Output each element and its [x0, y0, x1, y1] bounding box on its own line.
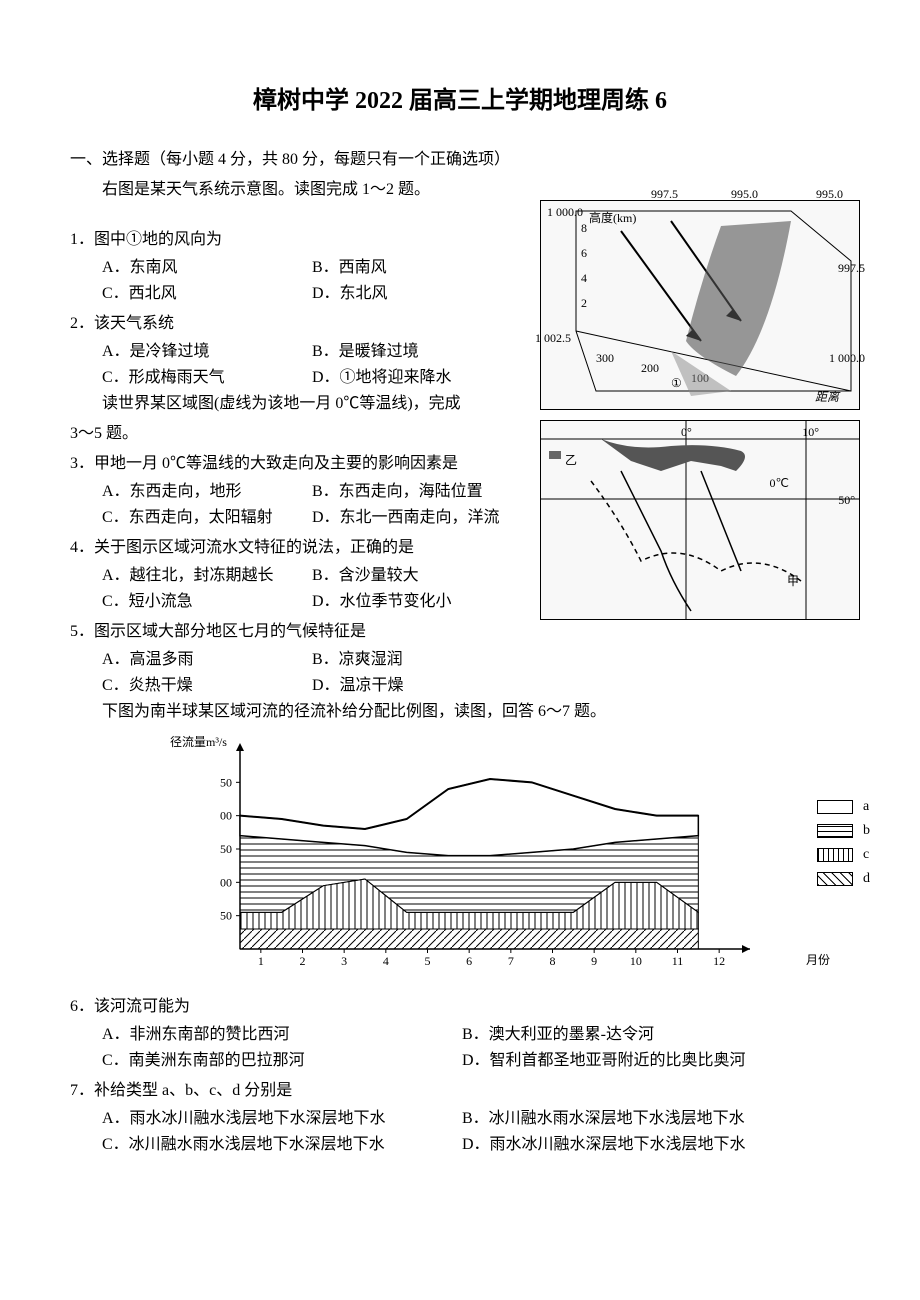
legend-swatch-a: [817, 800, 853, 814]
q1-opt-a: A．东南风: [102, 253, 312, 277]
svg-text:150: 150: [220, 842, 232, 856]
q3-stem: 3．甲地一月 0℃等温线的大致走向及主要的影响因素是: [70, 449, 590, 473]
q2-opt-a: A．是冷锋过境: [102, 337, 312, 361]
svg-text:6: 6: [466, 954, 472, 968]
q4-opt-a: A．越往北，封冻期越长: [102, 561, 312, 585]
pressure-label: 995.0: [731, 187, 758, 202]
q7-options-row2: C．冰川融水雨水浅层地下水深层地下水 D．雨水冰川融水深层地下水浅层地下水: [102, 1130, 850, 1154]
q5-options-row2: C．炎热干燥 D．温凉干燥: [102, 671, 590, 695]
q3-opt-a: A．东西走向，地形: [102, 477, 312, 501]
q2-opt-d: D．①地将迎来降水: [312, 363, 522, 387]
svg-text:12: 12: [713, 954, 725, 968]
svg-text:100: 100: [220, 875, 232, 889]
q5-opt-b: B．凉爽湿润: [312, 645, 522, 669]
legend-swatch-d: [817, 872, 853, 886]
svg-text:1: 1: [258, 954, 264, 968]
q5-opt-d: D．温凉干燥: [312, 671, 522, 695]
svg-text:4: 4: [383, 954, 389, 968]
map-svg: [541, 421, 859, 619]
region-map-figure: 0° 10° 50° 0℃ 甲 乙: [540, 420, 860, 620]
legend-item-d: d: [817, 871, 870, 887]
q6-opt-c: C．南美洲东南部的巴拉那河: [102, 1046, 462, 1070]
x-axis-label: 月份: [806, 951, 830, 968]
q5-stem: 5．图示区域大部分地区七月的气候特征是: [70, 617, 590, 641]
weather-diagram-svg: [541, 201, 859, 409]
q7-options-row1: A．雨水冰川融水浅层地下水深层地下水 B．冰川融水雨水深层地下水浅层地下水: [102, 1104, 850, 1128]
svg-text:250: 250: [220, 775, 232, 789]
svg-text:200: 200: [220, 809, 232, 823]
q7-opt-b: B．冰川融水雨水深层地下水浅层地下水: [462, 1104, 822, 1128]
q4-options-row1: A．越往北，封冻期越长 B．含沙量较大: [102, 561, 590, 585]
q6-stem: 6．该河流可能为: [70, 992, 850, 1016]
svg-text:5: 5: [425, 954, 431, 968]
legend-item-a: a: [817, 799, 870, 815]
q5-opt-a: A．高温多雨: [102, 645, 312, 669]
svg-text:3: 3: [341, 954, 347, 968]
runoff-chart: 径流量m³/s 月份 50100150200250123456789101112…: [170, 739, 790, 974]
q7-opt-c: C．冰川融水雨水浅层地下水深层地下水: [102, 1130, 462, 1154]
legend-item-c: c: [817, 847, 870, 863]
q3-opt-b: B．东西走向，海陆位置: [312, 477, 522, 501]
svg-text:50: 50: [220, 909, 232, 923]
q6-opt-b: B．澳大利亚的墨累-达令河: [462, 1020, 822, 1044]
q4-opt-b: B．含沙量较大: [312, 561, 522, 585]
q3-opt-c: C．东西走向，太阳辐射: [102, 503, 312, 527]
legend-label-d: d: [863, 871, 870, 887]
q7-opt-a: A．雨水冰川融水浅层地下水深层地下水: [102, 1104, 462, 1128]
section-header: 一、选择题（每小题 4 分，共 80 分，每题只有一个正确选项）: [70, 145, 850, 169]
q3-options-row1: A．东西走向，地形 B．东西走向，海陆位置: [102, 477, 590, 501]
q2-options-row2: C．形成梅雨天气 D．①地将迎来降水: [102, 363, 550, 387]
legend-label-b: b: [863, 823, 870, 839]
intro-text-3: 下图为南半球某区域河流的径流补给分配比例图，读图，回答 6～7 题。: [102, 697, 850, 721]
pressure-label: 997.5: [651, 187, 678, 202]
q1-options-row1: A．东南风 B．西南风: [102, 253, 550, 277]
svg-text:8: 8: [550, 954, 556, 968]
q6-opt-d: D．智利首都圣地亚哥附近的比奥比奥河: [462, 1046, 822, 1070]
svg-text:10: 10: [630, 954, 642, 968]
legend-swatch-b: [817, 824, 853, 838]
q1-options-row2: C．西北风 D．东北风: [102, 279, 550, 303]
q2-opt-c: C．形成梅雨天气: [102, 363, 312, 387]
pressure-label: 995.0: [816, 187, 843, 202]
q1-opt-b: B．西南风: [312, 253, 522, 277]
svg-text:9: 9: [591, 954, 597, 968]
q1-stem: 1．图中①地的风向为: [70, 225, 550, 249]
q6-opt-a: A．非洲东南部的赞比西河: [102, 1020, 462, 1044]
q2-stem: 2．该天气系统: [70, 309, 550, 333]
q4-opt-c: C．短小流急: [102, 587, 312, 611]
q7-opt-d: D．雨水冰川融水深层地下水浅层地下水: [462, 1130, 822, 1154]
legend-item-b: b: [817, 823, 870, 839]
chart-legend: a b c d: [817, 799, 870, 895]
q1-opt-d: D．东北风: [312, 279, 522, 303]
weather-system-figure: 1 000.0 997.5 995.0 995.0 997.5 1 000.0 …: [540, 200, 860, 410]
svg-text:7: 7: [508, 954, 514, 968]
q3-opt-d: D．东北一西南走向，洋流: [312, 503, 522, 527]
chart-svg: 50100150200250123456789101112: [220, 739, 760, 974]
q5-options-row1: A．高温多雨 B．凉爽湿润: [102, 645, 590, 669]
q4-opt-d: D．水位季节变化小: [312, 587, 522, 611]
intro-text-2a: 读世界某区域图(虚线为该地一月 0℃等温线)，完成: [102, 389, 550, 413]
svg-text:11: 11: [672, 954, 684, 968]
y-axis-label: 径流量m³/s: [170, 733, 227, 750]
q6-options-row1: A．非洲东南部的赞比西河 B．澳大利亚的墨累-达令河: [102, 1020, 850, 1044]
q4-stem: 4．关于图示区域河流水文特征的说法，正确的是: [70, 533, 590, 557]
q2-opt-b: B．是暖锋过境: [312, 337, 522, 361]
q5-opt-c: C．炎热干燥: [102, 671, 312, 695]
q4-options-row2: C．短小流急 D．水位季节变化小: [102, 587, 590, 611]
q1-opt-c: C．西北风: [102, 279, 312, 303]
q2-options-row1: A．是冷锋过境 B．是暖锋过境: [102, 337, 550, 361]
legend-swatch-c: [817, 848, 853, 862]
q3-options-row2: C．东西走向，太阳辐射 D．东北一西南走向，洋流: [102, 503, 590, 527]
legend-label-c: c: [863, 847, 869, 863]
svg-text:2: 2: [300, 954, 306, 968]
page-title: 樟树中学 2022 届高三上学期地理周练 6: [70, 80, 850, 115]
q7-stem: 7．补给类型 a、b、c、d 分别是: [70, 1076, 850, 1100]
q6-options-row2: C．南美洲东南部的巴拉那河 D．智利首都圣地亚哥附近的比奥比奥河: [102, 1046, 850, 1070]
legend-label-a: a: [863, 799, 869, 815]
